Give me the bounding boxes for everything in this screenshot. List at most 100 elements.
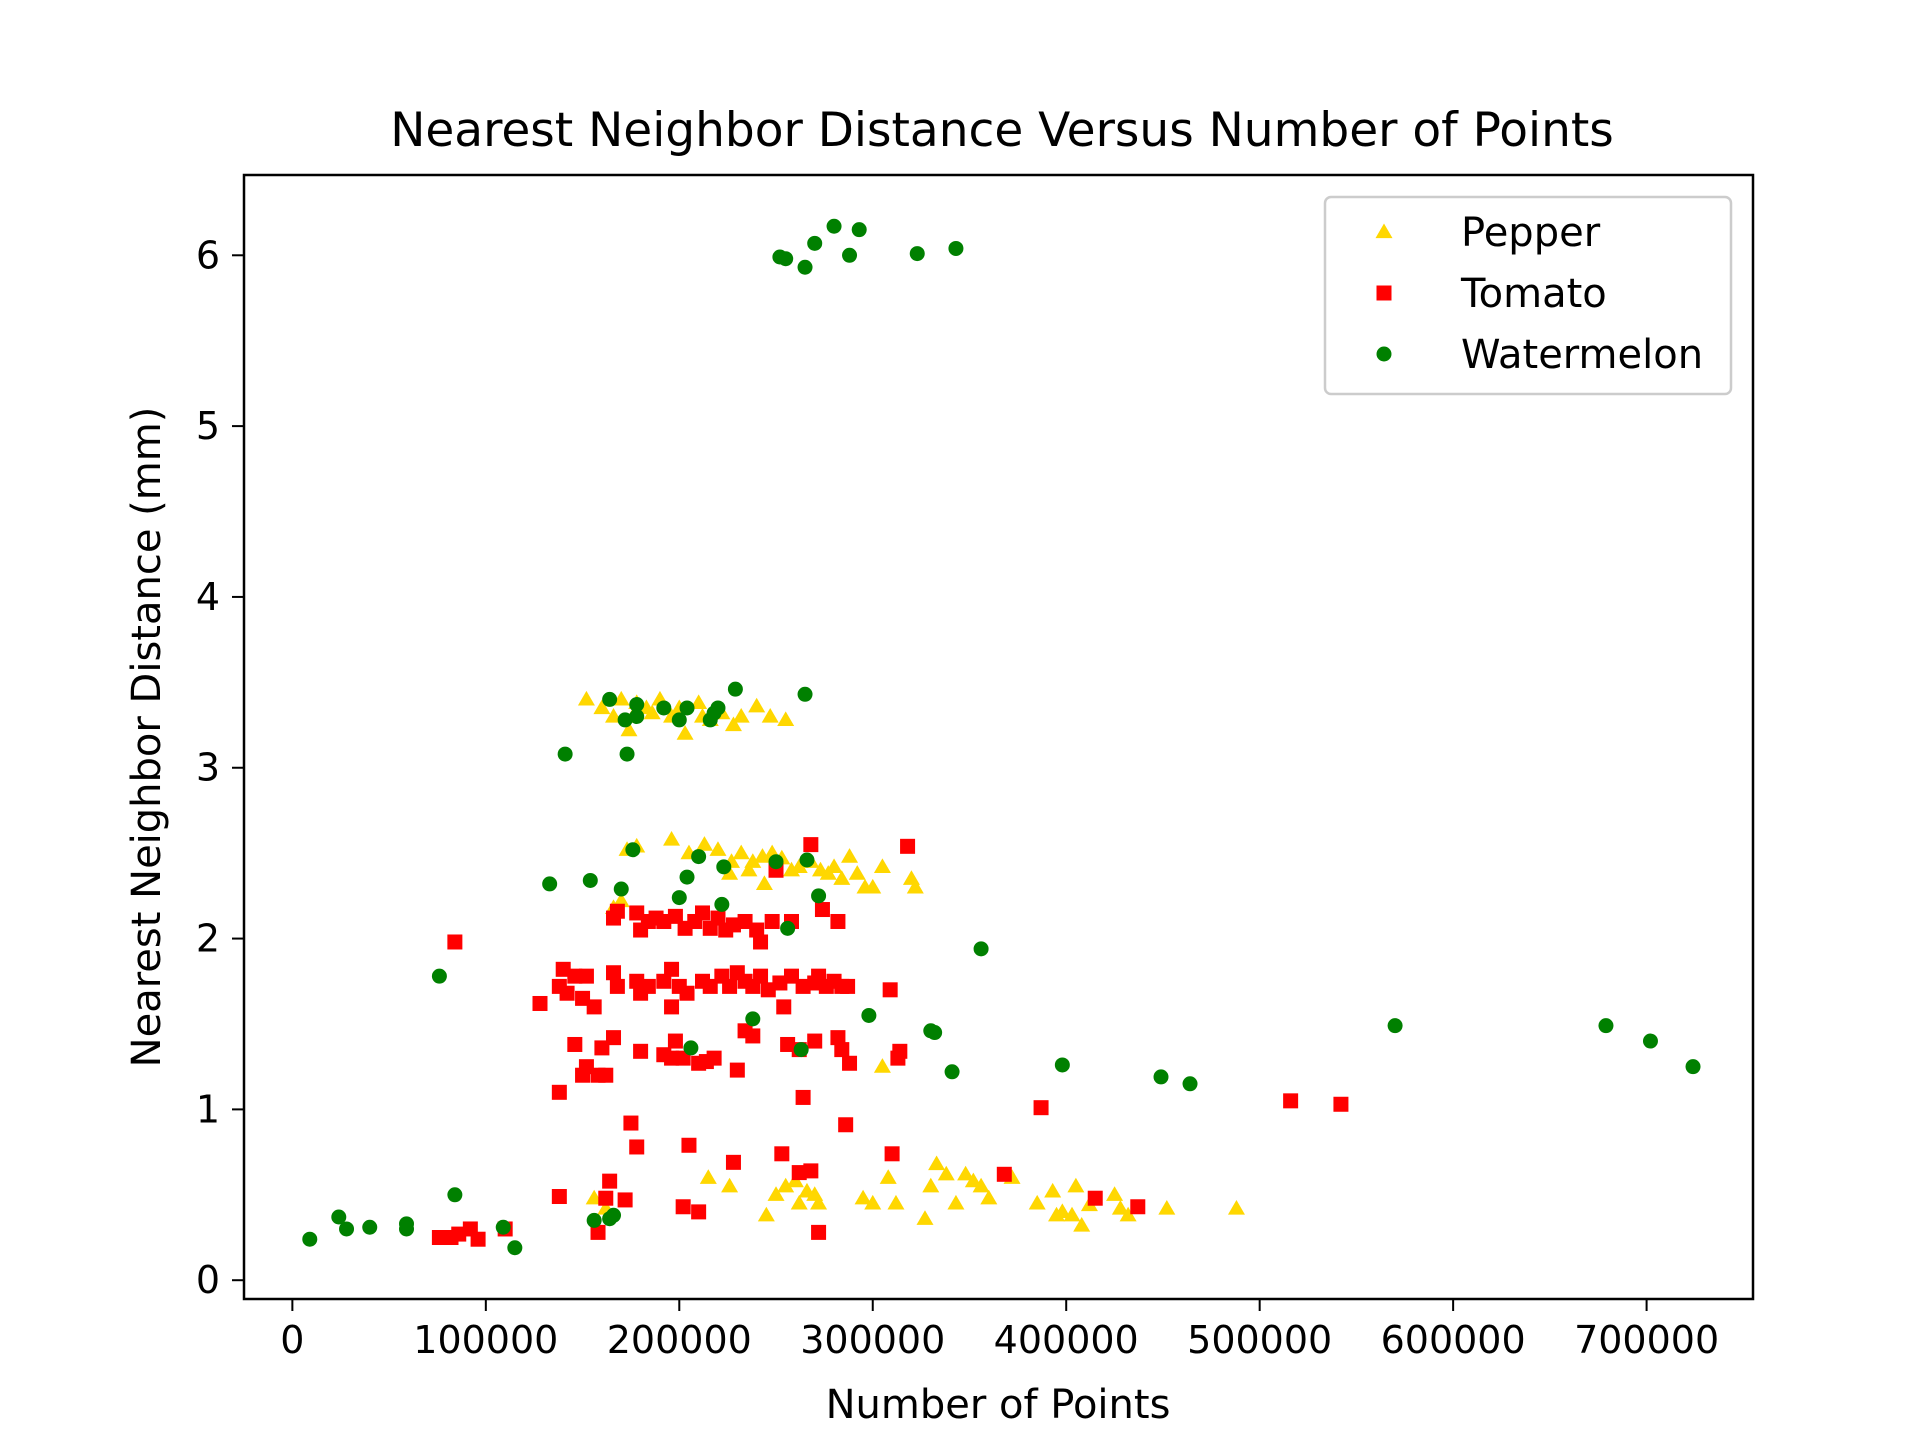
tomato-point bbox=[807, 1033, 823, 1049]
pepper-point bbox=[1158, 1199, 1176, 1215]
axes-frame bbox=[242, 173, 1755, 1301]
tomato-point bbox=[451, 1226, 467, 1242]
pepper-point bbox=[848, 865, 866, 880]
watermelon-point bbox=[861, 1007, 877, 1023]
tomato-point bbox=[675, 1199, 691, 1215]
watermelon-point bbox=[507, 1240, 523, 1256]
watermelon-point bbox=[679, 869, 695, 885]
tomato-point bbox=[803, 1163, 819, 1179]
tomato-point bbox=[447, 934, 463, 950]
watermelon-point bbox=[745, 1011, 761, 1027]
tomato-point bbox=[623, 1115, 639, 1131]
watermelon-point bbox=[542, 876, 558, 892]
tomato-point bbox=[745, 1028, 761, 1044]
tomato-point bbox=[811, 1224, 827, 1240]
watermelon-point bbox=[1054, 1057, 1070, 1073]
tomato-point bbox=[702, 978, 718, 994]
pepper-point bbox=[690, 694, 708, 709]
legend-item-watermelon: Watermelon bbox=[1376, 332, 1703, 378]
tomato-point bbox=[578, 968, 594, 984]
tomato-point bbox=[609, 903, 625, 919]
legend-box bbox=[1323, 195, 1733, 396]
watermelon-point bbox=[629, 709, 645, 725]
pepper-point bbox=[887, 1194, 905, 1210]
legend-label-watermelon: Watermelon bbox=[1461, 332, 1703, 378]
legend-label-tomato: Tomato bbox=[1460, 271, 1607, 317]
legend-marker-pepper bbox=[1375, 223, 1393, 239]
tomato-point bbox=[664, 961, 680, 977]
tomato-point bbox=[629, 1139, 645, 1155]
watermelon-point bbox=[826, 218, 842, 234]
watermelon-point bbox=[1685, 1059, 1701, 1075]
pepper-point bbox=[721, 865, 739, 880]
pepper-point bbox=[957, 1165, 975, 1181]
watermelon-point bbox=[617, 712, 633, 728]
pepper-point bbox=[748, 697, 766, 713]
pepper-point bbox=[593, 699, 611, 715]
tomato-point bbox=[551, 1189, 567, 1205]
watermelon-point bbox=[625, 842, 641, 858]
tomato-point bbox=[772, 975, 788, 991]
tomato-point bbox=[664, 999, 680, 1015]
series-pepper bbox=[577, 690, 1245, 1232]
tomato-point bbox=[830, 913, 846, 929]
watermelon-point bbox=[629, 697, 645, 713]
pepper-point bbox=[721, 1177, 739, 1193]
tomato-point bbox=[691, 1204, 707, 1220]
legend-label-pepper: Pepper bbox=[1461, 210, 1601, 256]
x-tick-label: 400000 bbox=[994, 1318, 1139, 1362]
watermelon-point bbox=[780, 920, 796, 936]
tomato-point bbox=[842, 1055, 858, 1071]
x-tick-label: 0 bbox=[280, 1318, 304, 1362]
tomato-point bbox=[830, 1030, 846, 1046]
tomato-point bbox=[706, 1050, 722, 1066]
watermelon-point bbox=[797, 259, 813, 275]
tomato-point bbox=[1033, 1100, 1049, 1116]
watermelon-point bbox=[944, 1064, 960, 1080]
pepper-point bbox=[709, 841, 727, 856]
pepper-point bbox=[695, 836, 713, 851]
x-axis-ticks: 0 100000 200000 300000 400000 500000 600000 700… bbox=[280, 1299, 1719, 1362]
y-tick-label: 6 bbox=[196, 233, 220, 277]
tomato-point bbox=[814, 902, 830, 918]
tomato-point bbox=[594, 1040, 610, 1056]
tomato-point bbox=[578, 1059, 594, 1075]
series-tomato bbox=[431, 837, 1349, 1247]
pepper-point bbox=[980, 1189, 998, 1205]
watermelon-point bbox=[606, 1207, 622, 1223]
watermelon-point bbox=[710, 700, 726, 716]
chart-title: Nearest Neighbor Distance Versus Number … bbox=[390, 103, 1614, 158]
watermelon-point bbox=[1598, 1018, 1614, 1034]
y-tick-label: 4 bbox=[196, 575, 220, 619]
pepper-point bbox=[732, 844, 750, 860]
pepper-point bbox=[1063, 1206, 1081, 1222]
pepper-point bbox=[1119, 1206, 1137, 1222]
tomato-point bbox=[679, 985, 695, 1001]
tomato-point bbox=[667, 1033, 683, 1049]
pepper-point bbox=[947, 1194, 965, 1210]
watermelon-point bbox=[842, 247, 858, 263]
tomato-point bbox=[551, 1084, 567, 1100]
tomato-point bbox=[555, 961, 571, 977]
pepper-point bbox=[790, 1194, 808, 1210]
pepper-point bbox=[790, 858, 808, 873]
tomato-point bbox=[598, 1067, 614, 1083]
watermelon-point bbox=[797, 686, 813, 702]
watermelon-point bbox=[973, 941, 989, 957]
pepper-point bbox=[1106, 1186, 1124, 1201]
tomato-point bbox=[1130, 1199, 1146, 1215]
pepper-point bbox=[761, 708, 779, 723]
pepper-point bbox=[740, 861, 758, 877]
tomato-point bbox=[737, 913, 753, 929]
watermelon-point bbox=[1387, 1018, 1403, 1034]
pepper-point bbox=[1044, 1182, 1062, 1198]
pepper-point bbox=[724, 716, 742, 732]
tomato-point bbox=[575, 990, 591, 1006]
tomato-point bbox=[710, 910, 726, 926]
watermelon-point bbox=[431, 968, 447, 984]
pepper-point bbox=[757, 1206, 775, 1222]
tomato-point bbox=[774, 1146, 790, 1162]
pepper-point bbox=[841, 848, 859, 863]
watermelon-point bbox=[656, 700, 672, 716]
tomato-point bbox=[1283, 1093, 1299, 1109]
